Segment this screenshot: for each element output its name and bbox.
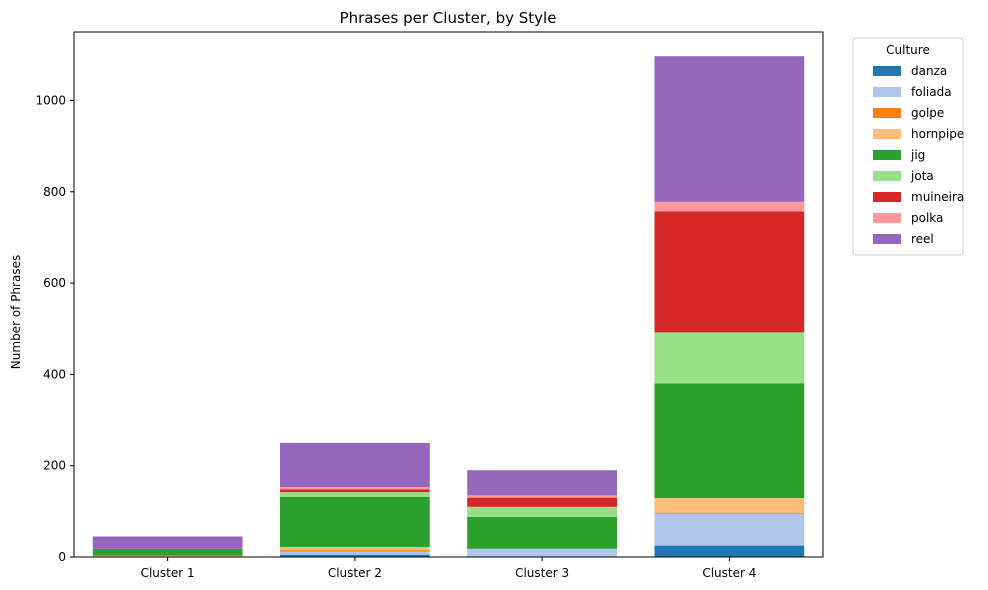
x-tick-label: Cluster 4 bbox=[702, 566, 756, 580]
y-tick-label: 0 bbox=[58, 550, 66, 564]
legend-label-muineira: muineira bbox=[911, 190, 964, 204]
x-tick-label: Cluster 1 bbox=[141, 566, 195, 580]
legend-swatch-foliada bbox=[873, 87, 901, 97]
legend-label-reel: reel bbox=[911, 232, 934, 246]
legend-title: Culture bbox=[886, 43, 930, 57]
plot-frame bbox=[73, 31, 824, 558]
legend-label-golpe: golpe bbox=[911, 106, 944, 120]
bar-segment-polka-2 bbox=[279, 487, 430, 490]
bar-segment-reel-2 bbox=[279, 442, 430, 488]
bar-segment-reel-4 bbox=[654, 56, 805, 202]
legend-swatch-danza bbox=[873, 66, 901, 76]
bar-segment-jota-2 bbox=[279, 492, 430, 497]
bar-segment-hornpipe-4 bbox=[654, 498, 805, 513]
bar-segment-hornpipe-1 bbox=[92, 555, 243, 557]
legend-swatch-hornpipe bbox=[873, 129, 901, 139]
bar-segment-reel-1 bbox=[92, 536, 243, 549]
legend-swatch-polka bbox=[873, 213, 901, 223]
legend-swatch-jota bbox=[873, 171, 901, 181]
bar-segment-jota-4 bbox=[654, 332, 805, 384]
y-tick-label: 200 bbox=[43, 459, 66, 473]
bar-segment-jig-1 bbox=[92, 548, 243, 556]
bar-segment-foliada-4 bbox=[654, 513, 805, 546]
y-axis: 0 200 400 600 800 1000 bbox=[35, 93, 74, 564]
bar-segment-jig-3 bbox=[467, 516, 618, 549]
legend-label-foliada: foliada bbox=[911, 85, 952, 99]
legend-label-hornpipe: hornpipe bbox=[911, 127, 964, 141]
legend: Culture danza foliada golpe hornpipe jig jota m… bbox=[852, 37, 964, 256]
legend-label-polka: polka bbox=[911, 211, 943, 225]
bar-segment-jig-2 bbox=[279, 496, 430, 547]
x-axis: Cluster 1 Cluster 2 Cluster 3 Cluster 4 bbox=[141, 557, 756, 580]
bar-segment-jig-4 bbox=[654, 383, 805, 499]
bar-segment-polka-4 bbox=[654, 201, 805, 212]
legend-label-jota: jota bbox=[910, 169, 934, 183]
x-tick-label: Cluster 2 bbox=[328, 566, 382, 580]
y-tick-label: 400 bbox=[43, 367, 66, 381]
bar-segment-muineira-3 bbox=[467, 497, 618, 507]
y-tick-label: 800 bbox=[43, 185, 66, 199]
legend-swatch-muineira bbox=[873, 192, 901, 202]
bar-segment-muineira-4 bbox=[654, 211, 805, 333]
bar-segment-foliada-3 bbox=[467, 548, 618, 557]
bar-segment-golpe-2 bbox=[279, 550, 430, 552]
chart-title: Phrases per Cluster, by Style bbox=[340, 9, 557, 27]
x-tick-label: Cluster 3 bbox=[515, 566, 569, 580]
bar-segment-foliada-2 bbox=[279, 551, 430, 555]
bar-segment-hornpipe-2 bbox=[279, 546, 430, 551]
bar-segment-polka-3 bbox=[467, 495, 618, 498]
y-tick-label: 600 bbox=[43, 276, 66, 290]
bar-segment-golpe-4 bbox=[654, 512, 805, 514]
bars-group bbox=[92, 56, 805, 557]
legend-swatch-golpe bbox=[873, 108, 901, 118]
bar-segment-jota-3 bbox=[467, 506, 618, 517]
bar-segment-danza-2 bbox=[279, 554, 430, 557]
bar-segment-danza-4 bbox=[654, 545, 805, 557]
legend-label-jig: jig bbox=[910, 148, 925, 162]
legend-label-danza: danza bbox=[911, 64, 947, 78]
bar-segment-reel-3 bbox=[467, 470, 618, 496]
y-axis-label: Number of Phrases bbox=[9, 255, 23, 369]
y-tick-label: 1000 bbox=[35, 93, 66, 107]
bar-segment-muineira-2 bbox=[279, 489, 430, 493]
legend-swatch-jig bbox=[873, 150, 901, 160]
legend-swatch-reel bbox=[873, 234, 901, 244]
